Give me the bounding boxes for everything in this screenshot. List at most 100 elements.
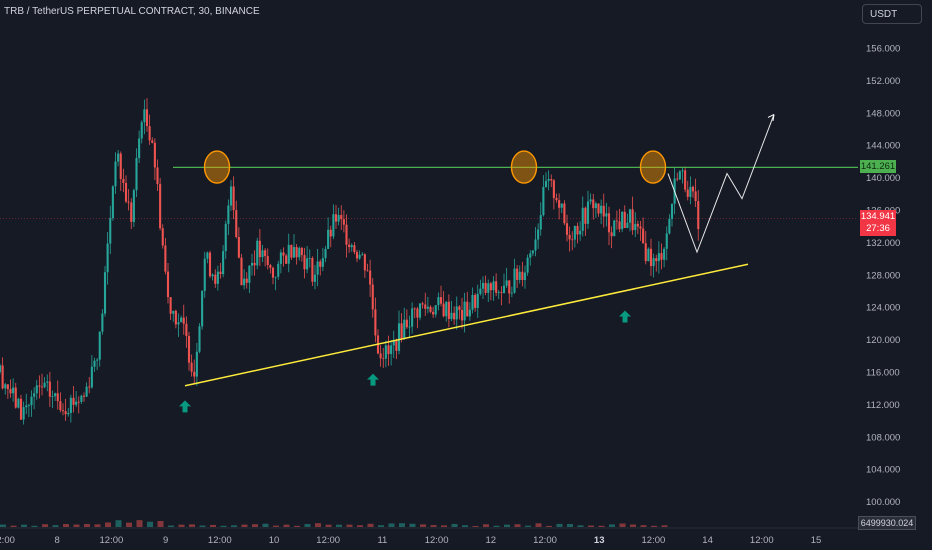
candle-body (329, 229, 332, 237)
candle-body (59, 401, 62, 411)
x-tick-label: 12:00 (642, 535, 666, 546)
candle-body (132, 190, 135, 222)
candle-body (164, 245, 167, 272)
candle-body (316, 261, 319, 275)
candle-body (552, 180, 555, 199)
candle-body (676, 178, 679, 180)
x-tick-label: 8 (55, 535, 60, 546)
y-tick-label: 124.000 (866, 303, 900, 314)
x-tick-label: 12:00 (425, 535, 449, 546)
candle-body (38, 385, 41, 387)
volume-bar (147, 521, 153, 527)
projection-arrowhead-icon (767, 113, 775, 121)
candle-body (180, 317, 183, 323)
candle-body (660, 253, 663, 260)
x-tick-label: 12:00 (0, 535, 15, 546)
candle-body (403, 319, 406, 339)
candle-body (382, 358, 385, 360)
volume-bar (73, 524, 80, 527)
volume-bar (168, 525, 174, 527)
candle-body (109, 218, 112, 244)
chart-annotations (173, 113, 858, 413)
volume-bar (262, 523, 269, 527)
x-tick-label: 12:00 (533, 535, 557, 546)
candle-body (355, 252, 359, 259)
candle-body (64, 411, 67, 415)
candle-body (6, 384, 9, 390)
candle-body (27, 405, 30, 406)
resistance-price-tag: 141.261 (860, 160, 896, 173)
candle-body (61, 410, 65, 412)
candle-body (51, 396, 54, 398)
support-trendline (184, 263, 749, 387)
candle-body (576, 225, 579, 235)
candle-body (450, 312, 453, 319)
candle-body (151, 140, 154, 143)
volume-bar (336, 524, 342, 527)
y-tick-label: 104.000 (866, 465, 900, 476)
candle-body (455, 306, 458, 320)
candle-body (298, 247, 301, 258)
candle-body (432, 311, 435, 315)
x-tick-label: 10 (269, 535, 280, 546)
candle-body (361, 254, 364, 256)
candle-body (668, 218, 671, 234)
x-tick-label: 9 (163, 535, 168, 546)
volume-bar (472, 525, 479, 527)
candle-body (232, 186, 235, 211)
x-tick-label: 12:00 (208, 535, 232, 546)
candle-body (46, 381, 49, 383)
candle-body (340, 215, 343, 220)
candle-body (308, 258, 311, 259)
candle-body (592, 199, 595, 209)
candle-body (613, 220, 616, 237)
candle-body (626, 222, 629, 228)
candle-body (437, 297, 440, 306)
volume-bar (409, 523, 416, 527)
x-tick-label: 14 (702, 535, 713, 546)
candle-body (266, 256, 269, 266)
resistance-touch-circle (203, 150, 231, 184)
volume-bar (346, 524, 353, 527)
candle-body (303, 255, 306, 270)
candle-body (560, 203, 563, 208)
candle-body (505, 280, 508, 286)
volume-bar (157, 520, 164, 527)
candle-body (25, 405, 28, 408)
candle-body (353, 245, 356, 253)
x-tick-label: 12:00 (316, 535, 340, 546)
candle-body (203, 258, 206, 291)
candle-body (40, 386, 44, 388)
candle-body (227, 205, 230, 224)
currency-button[interactable]: USDT (862, 4, 922, 24)
candle-body (663, 248, 666, 260)
candle-body (670, 203, 674, 219)
candle-body (479, 288, 482, 294)
last-price-value: 134.941 (860, 211, 896, 222)
candle-body (332, 214, 335, 237)
candle-body (547, 179, 550, 181)
up-arrow-icon (367, 373, 379, 386)
candle-body (460, 309, 464, 321)
candle-body (607, 213, 611, 233)
candle-body (500, 292, 503, 294)
candle-body (374, 309, 377, 336)
candle-body (523, 272, 527, 281)
candle-body (397, 323, 401, 351)
resistance-touch-circle (639, 150, 667, 184)
volume-bar (462, 525, 468, 527)
candle-body (222, 251, 225, 275)
candle-body (153, 142, 156, 168)
candle-body (17, 398, 20, 408)
candle-body (198, 326, 201, 352)
candle-body (487, 283, 490, 293)
candle-body (19, 398, 23, 420)
candle-body (106, 243, 109, 273)
candle-body (447, 301, 450, 319)
y-tick-label: 100.000 (866, 497, 900, 508)
candle-body (148, 126, 151, 141)
x-tick-label: 12 (486, 535, 497, 546)
candle-body (684, 170, 687, 190)
candle-body (416, 308, 419, 318)
